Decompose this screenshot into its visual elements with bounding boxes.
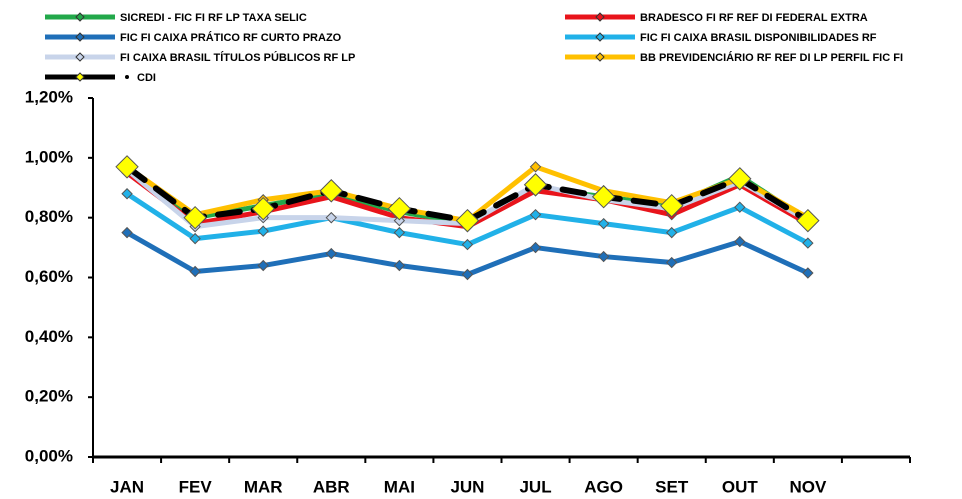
point-marker xyxy=(523,173,548,197)
point-marker xyxy=(319,179,343,203)
legend-marker xyxy=(75,32,85,42)
x-tick-label: NOV xyxy=(789,477,827,496)
legend-label: BRADESCO FI RF REF DI FEDERAL EXTRA xyxy=(640,12,868,24)
legend-marker xyxy=(75,12,85,22)
x-tick-label: SET xyxy=(655,477,689,496)
legend-marker xyxy=(75,52,85,62)
y-tick-label: 0,80% xyxy=(25,207,73,226)
legend-label: CDI xyxy=(137,72,156,84)
legend-dot xyxy=(125,75,129,79)
point-marker xyxy=(796,208,820,233)
point-marker xyxy=(802,267,814,279)
point-marker xyxy=(189,265,201,278)
point-marker xyxy=(251,196,275,221)
y-tick-label: 0,20% xyxy=(25,387,73,406)
legend-label: BB PREVIDENCIÁRIO RF REF DI LP PERFIL FI… xyxy=(640,51,903,64)
point-marker xyxy=(734,235,746,248)
point-marker xyxy=(387,196,412,221)
legend-marker xyxy=(75,72,85,82)
point-marker xyxy=(325,211,337,224)
point-marker xyxy=(121,188,133,200)
legend-marker xyxy=(595,32,605,42)
point-marker xyxy=(666,226,678,239)
y-tick-label: 0,60% xyxy=(25,267,73,286)
point-marker xyxy=(325,247,337,260)
point-marker xyxy=(455,208,480,233)
point-marker xyxy=(529,241,542,254)
point-marker xyxy=(529,208,542,221)
point-marker xyxy=(734,201,746,213)
point-marker xyxy=(660,193,684,218)
legend-marker xyxy=(595,12,605,22)
x-tick-label: JAN xyxy=(110,477,144,496)
legend-label: FIC FI CAIXA BRASIL DISPONIBILIDADES RF xyxy=(640,32,877,44)
point-marker xyxy=(461,238,474,251)
x-tick-label: JUN xyxy=(450,477,484,496)
x-tick-label: AGO xyxy=(584,477,623,496)
point-marker xyxy=(666,256,678,269)
legend-label: FIC FI CAIXA PRÁTICO RF CURTO PRAZO xyxy=(120,31,342,44)
x-tick-label: OUT xyxy=(722,477,759,496)
y-tick-label: 1,00% xyxy=(25,147,73,166)
x-tick-label: JUL xyxy=(519,477,551,496)
y-tick-label: 0,00% xyxy=(25,446,73,465)
x-tick-label: MAI xyxy=(384,477,415,496)
point-marker xyxy=(189,232,201,245)
legend-marker xyxy=(595,52,605,62)
y-tick-label: 0,40% xyxy=(25,327,73,346)
point-marker xyxy=(257,259,269,272)
point-marker xyxy=(115,155,139,179)
point-marker xyxy=(393,226,406,239)
x-tick-label: ABR xyxy=(313,477,350,496)
point-marker xyxy=(597,250,610,263)
point-marker xyxy=(257,225,269,237)
point-marker xyxy=(591,185,616,209)
point-marker xyxy=(393,259,406,272)
point-marker xyxy=(183,205,207,230)
legend-label: FI CAIXA BRASIL TÍTULOS PÚBLICOS RF LP xyxy=(120,51,355,64)
point-marker xyxy=(121,226,133,239)
point-marker xyxy=(802,237,814,249)
point-marker xyxy=(597,217,610,230)
point-marker xyxy=(728,167,752,191)
point-marker xyxy=(529,161,542,173)
point-marker xyxy=(393,214,406,227)
point-marker xyxy=(461,268,474,281)
x-tick-label: FEV xyxy=(179,477,213,496)
legend-label: SICREDI - FIC FI RF LP TAXA SELIC xyxy=(120,12,307,24)
y-tick-label: 1,20% xyxy=(25,87,73,106)
x-tick-label: MAR xyxy=(244,477,283,496)
